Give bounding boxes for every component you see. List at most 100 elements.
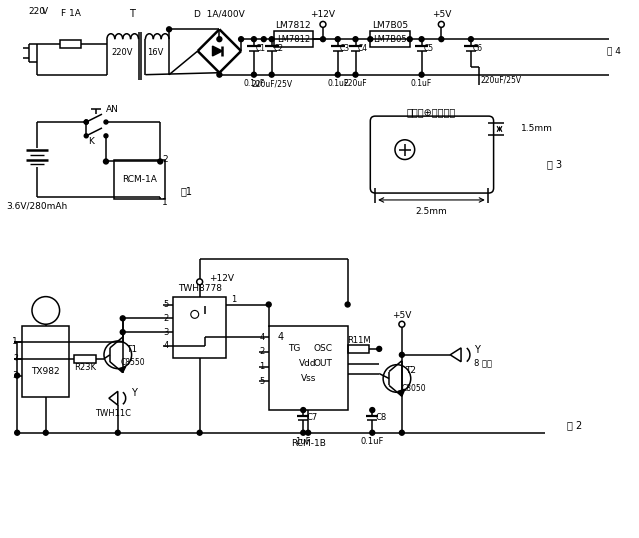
Text: 220uF: 220uF [344, 79, 367, 88]
Text: 2: 2 [162, 155, 168, 164]
Circle shape [321, 37, 325, 41]
Text: 1: 1 [231, 295, 236, 304]
Text: 16V: 16V [147, 48, 164, 58]
Circle shape [115, 430, 120, 435]
Circle shape [158, 159, 163, 164]
Circle shape [15, 373, 20, 378]
Circle shape [335, 72, 340, 77]
Text: RCM-1A: RCM-1A [122, 175, 157, 184]
Text: TG: TG [288, 344, 301, 353]
Circle shape [468, 37, 473, 41]
Text: 8 欧姆: 8 欧姆 [474, 358, 492, 367]
Text: 0.1uF: 0.1uF [243, 79, 265, 88]
Circle shape [104, 134, 108, 138]
Text: 0.1uF: 0.1uF [411, 79, 432, 88]
Text: 1: 1 [12, 337, 18, 346]
Circle shape [419, 37, 424, 41]
Circle shape [269, 37, 274, 41]
Text: ?: ? [13, 354, 18, 363]
Text: 图 3: 图 3 [547, 159, 562, 169]
Circle shape [305, 430, 311, 435]
Text: C2: C2 [273, 44, 284, 53]
Text: 1.5mm: 1.5mm [521, 124, 553, 133]
Circle shape [120, 330, 125, 335]
Text: C3: C3 [340, 44, 350, 53]
Circle shape [197, 430, 202, 435]
Circle shape [84, 134, 88, 138]
Text: 220uF/25V: 220uF/25V [251, 79, 292, 88]
Text: F 1A: F 1A [61, 9, 81, 18]
Text: +5V: +5V [431, 10, 451, 19]
Text: T: T [128, 9, 135, 18]
Text: Y: Y [474, 345, 480, 355]
Text: K: K [88, 137, 94, 146]
Text: 0.1uF: 0.1uF [327, 79, 348, 88]
Text: 1uF: 1uF [295, 437, 311, 446]
Text: T2: T2 [405, 366, 416, 375]
Text: V: V [42, 7, 48, 16]
Text: 5: 5 [259, 377, 265, 386]
Circle shape [217, 72, 222, 77]
Text: C8550: C8550 [121, 358, 146, 367]
Text: 0.1uF: 0.1uF [360, 437, 384, 446]
Circle shape [238, 37, 243, 41]
Circle shape [251, 72, 256, 77]
Text: TWH8778: TWH8778 [178, 284, 222, 293]
Text: LM7812: LM7812 [277, 34, 310, 44]
Text: 3: 3 [12, 371, 18, 380]
Circle shape [217, 37, 222, 41]
Circle shape [301, 430, 305, 435]
Polygon shape [213, 46, 222, 56]
Text: AN: AN [106, 105, 119, 114]
Text: T1: T1 [126, 345, 137, 355]
Text: 1: 1 [162, 199, 168, 208]
Text: 2: 2 [164, 314, 169, 323]
Circle shape [439, 37, 444, 41]
Circle shape [353, 37, 358, 41]
Text: 220V: 220V [111, 48, 132, 58]
Circle shape [353, 72, 358, 77]
Bar [371, 31, 410, 47]
Text: +12V: +12V [209, 274, 234, 284]
Text: LM7812: LM7812 [275, 21, 311, 30]
Circle shape [266, 302, 271, 307]
Text: C6: C6 [473, 44, 483, 53]
Circle shape [104, 120, 108, 124]
Text: 图1: 图1 [181, 186, 193, 196]
Text: RCM-1B: RCM-1B [291, 439, 326, 448]
Text: 2: 2 [259, 348, 265, 356]
Circle shape [419, 72, 424, 77]
Text: C4: C4 [357, 44, 367, 53]
Text: 3.6V/280mAh: 3.6V/280mAh [6, 201, 68, 210]
Text: 2.5mm: 2.5mm [415, 207, 447, 216]
Text: OSC: OSC [314, 344, 333, 353]
Text: 接图中⊕位置钻孔: 接图中⊕位置钻孔 [407, 107, 456, 117]
Circle shape [370, 408, 374, 413]
Circle shape [377, 346, 381, 351]
Circle shape [84, 120, 88, 124]
Bar [173, 296, 226, 358]
Circle shape [120, 316, 125, 321]
Circle shape [167, 27, 171, 32]
Bar [22, 326, 70, 397]
Text: C5: C5 [424, 44, 434, 53]
Text: TWH11C: TWH11C [95, 409, 131, 419]
Bar [348, 345, 369, 353]
Circle shape [251, 37, 256, 41]
Text: 图 2: 图 2 [567, 420, 582, 430]
Text: LM7B05: LM7B05 [372, 21, 408, 30]
Circle shape [84, 120, 88, 124]
Circle shape [399, 430, 404, 435]
Text: R11M: R11M [346, 336, 370, 344]
Circle shape [301, 408, 305, 413]
Text: 4: 4 [259, 332, 265, 342]
Text: 1: 1 [259, 362, 265, 371]
Circle shape [84, 120, 88, 124]
Bar [59, 40, 81, 48]
Circle shape [335, 37, 340, 41]
Text: Vss: Vss [300, 374, 316, 383]
Text: 3: 3 [164, 328, 169, 337]
Text: R23K: R23K [74, 363, 96, 372]
Text: C8: C8 [375, 413, 387, 422]
Polygon shape [398, 390, 405, 397]
